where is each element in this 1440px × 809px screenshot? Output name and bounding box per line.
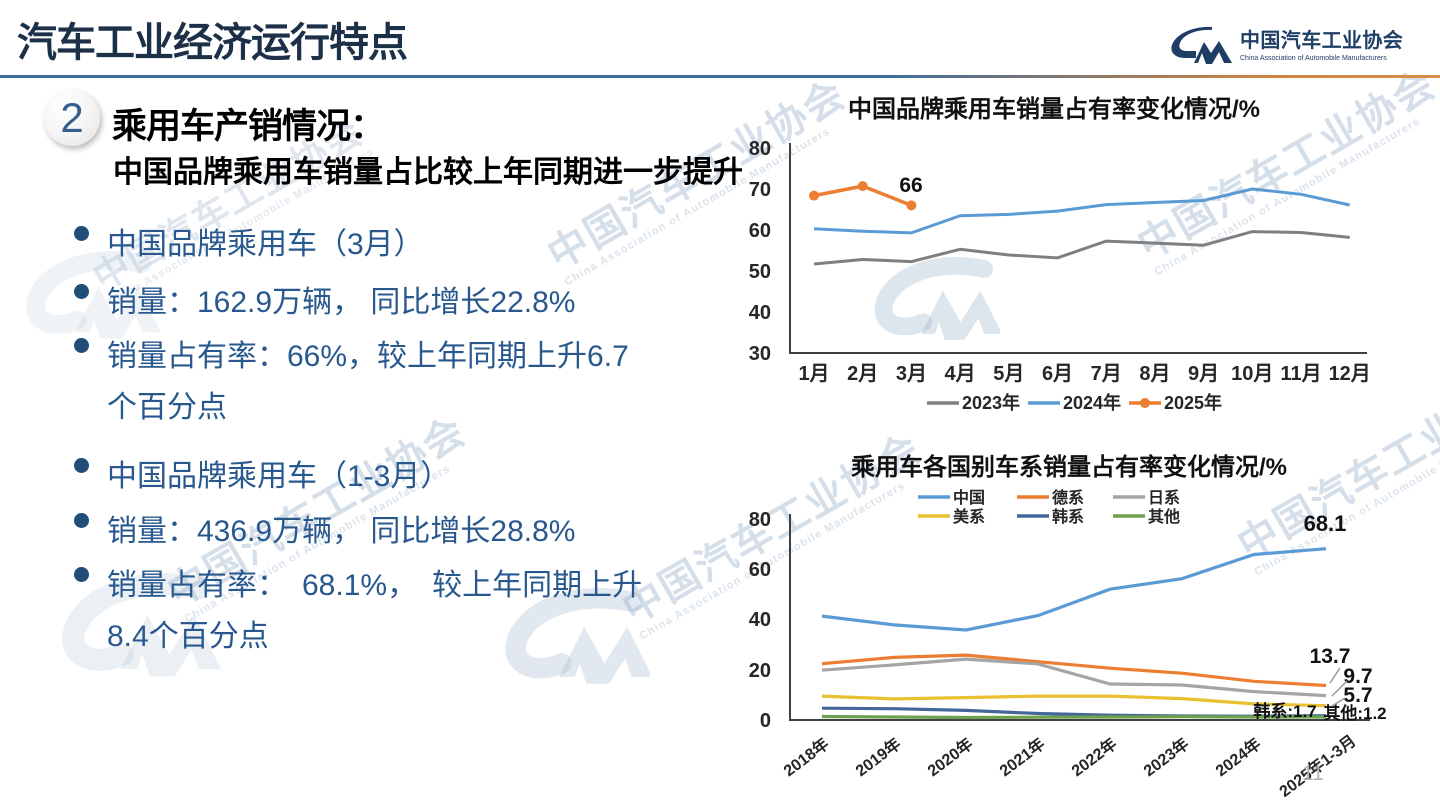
svg-text:9月: 9月 [1188,363,1219,385]
svg-text:7月: 7月 [1091,363,1122,385]
svg-text:其他: 其他 [1148,507,1180,526]
svg-text:5.7: 5.7 [1343,684,1372,707]
svg-text:60: 60 [749,220,771,242]
svg-text:2月: 2月 [847,363,878,385]
svg-text:2022年: 2022年 [1068,734,1121,780]
svg-text:韩系: 韩系 [1052,507,1084,526]
svg-text:8月: 8月 [1139,363,1170,385]
svg-text:20: 20 [749,660,771,682]
svg-text:30: 30 [749,343,771,365]
svg-text:40: 40 [749,302,771,324]
svg-text:5月: 5月 [993,363,1024,385]
svg-text:China Association of Automobil: China Association of Automobile Manufact… [1240,55,1387,62]
svg-text:中国汽车工业协会: 中国汽车工业协会 [1240,28,1403,52]
svg-text:日系: 日系 [1148,489,1180,507]
svg-text:中国品牌乘用车销量占有率变化情况/%: 中国品牌乘用车销量占有率变化情况/% [848,95,1260,123]
svg-text:1月: 1月 [798,363,829,385]
svg-text:9.7: 9.7 [1343,665,1372,688]
svg-text:2021年: 2021年 [996,734,1049,780]
svg-text:50: 50 [749,261,771,283]
svg-text:德系: 德系 [1052,488,1084,507]
svg-text:2023年: 2023年 [1140,734,1193,780]
svg-text:80: 80 [749,509,771,531]
svg-text:2025年: 2025年 [1164,392,1222,413]
svg-text:66: 66 [899,174,922,197]
svg-text:13.7: 13.7 [1310,645,1351,668]
svg-text:韩系:1.7: 韩系:1.7 [1253,701,1316,721]
svg-text:68.1: 68.1 [1304,511,1347,536]
svg-text:70: 70 [749,179,771,201]
svg-text:2024年: 2024年 [1063,392,1121,413]
svg-text:12月: 12月 [1329,363,1371,385]
svg-text:2019年: 2019年 [852,734,905,780]
svg-text:80: 80 [749,138,771,160]
svg-text:2020年: 2020年 [924,734,977,780]
svg-text:40: 40 [749,609,771,631]
svg-text:10月: 10月 [1231,363,1273,385]
svg-text:其他:1.2: 其他:1.2 [1323,703,1386,723]
svg-text:60: 60 [749,559,771,581]
svg-text:中国: 中国 [953,488,985,507]
svg-text:6月: 6月 [1042,363,1073,385]
svg-text:2024年: 2024年 [1212,734,1265,780]
svg-text:2023年: 2023年 [962,392,1020,413]
svg-text:美系: 美系 [953,507,985,526]
svg-text:乘用车各国别车系销量占有率变化情况/%: 乘用车各国别车系销量占有率变化情况/% [850,453,1287,481]
svg-text:2018年: 2018年 [780,734,833,780]
svg-text:0: 0 [760,710,771,732]
svg-text:3月: 3月 [896,363,927,385]
svg-text:4月: 4月 [945,363,976,385]
svg-text:11月: 11月 [1280,363,1321,385]
